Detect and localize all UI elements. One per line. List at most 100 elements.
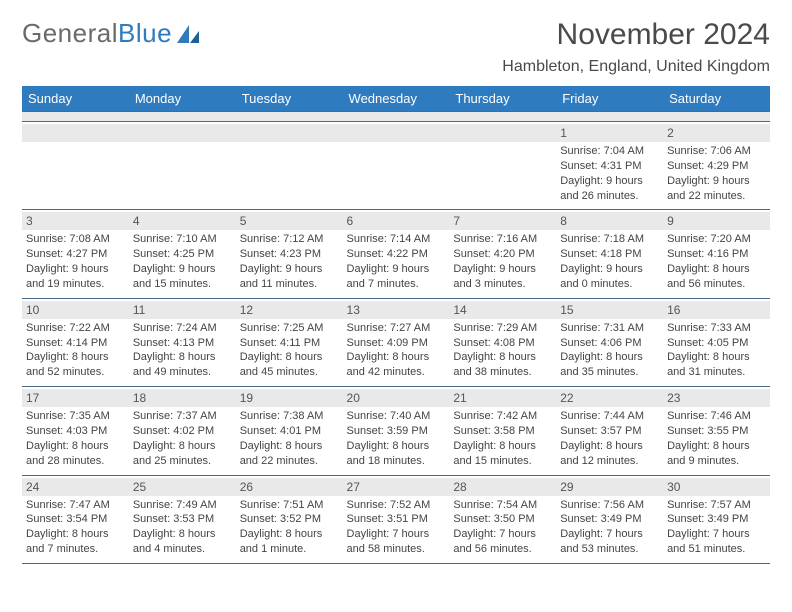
sunrise-text: Sunrise: 7:54 AM <box>453 498 552 513</box>
calendar-cell: 25 Sunrise: 7:49 AMSunset: 3:53 PMDayligh… <box>129 475 236 563</box>
daylight2-text: and 31 minutes. <box>667 365 766 380</box>
sunset-text: Sunset: 4:05 PM <box>667 336 766 351</box>
daylight1-text: Daylight: 9 hours <box>453 262 552 277</box>
day-number: 13 <box>343 301 450 319</box>
sunset-text: Sunset: 3:49 PM <box>667 512 766 527</box>
day-number: 28 <box>449 478 556 496</box>
sunrise-text: Sunrise: 7:52 AM <box>347 498 446 513</box>
sunset-text: Sunset: 4:11 PM <box>240 336 339 351</box>
weekday-header: Monday <box>129 86 236 112</box>
sunrise-text: Sunrise: 7:33 AM <box>667 321 766 336</box>
day-info: Sunrise: 7:33 AMSunset: 4:05 PMDaylight:… <box>667 321 766 380</box>
sunset-text: Sunset: 4:31 PM <box>560 159 659 174</box>
daylight2-text: and 9 minutes. <box>667 454 766 469</box>
sunrise-text: Sunrise: 7:35 AM <box>26 409 125 424</box>
sunset-text: Sunset: 3:52 PM <box>240 512 339 527</box>
sunrise-text: Sunrise: 7:08 AM <box>26 232 125 247</box>
sunset-text: Sunset: 4:22 PM <box>347 247 446 262</box>
daylight1-text: Daylight: 7 hours <box>453 527 552 542</box>
calendar-cell <box>449 122 556 210</box>
calendar-cell: 8Sunrise: 7:18 AMSunset: 4:18 PMDaylight… <box>556 210 663 298</box>
sunrise-text: Sunrise: 7:14 AM <box>347 232 446 247</box>
day-number: 11 <box>129 301 236 319</box>
day-number: 30 <box>663 478 770 496</box>
calendar-cell: 6Sunrise: 7:14 AMSunset: 4:22 PMDaylight… <box>343 210 450 298</box>
daylight2-text: and 53 minutes. <box>560 542 659 557</box>
day-number: 25 <box>129 478 236 496</box>
daylight1-text: Daylight: 7 hours <box>347 527 446 542</box>
day-info: Sunrise: 7:57 AMSunset: 3:49 PMDaylight:… <box>667 498 766 557</box>
daylight2-text: and 56 minutes. <box>667 277 766 292</box>
day-info: Sunrise: 7:46 AMSunset: 3:55 PMDaylight:… <box>667 409 766 468</box>
calendar-table: Sunday Monday Tuesday Wednesday Thursday… <box>22 86 770 563</box>
calendar-cell: 15Sunrise: 7:31 AMSunset: 4:06 PMDayligh… <box>556 298 663 386</box>
day-info: Sunrise: 7:20 AMSunset: 4:16 PMDaylight:… <box>667 232 766 291</box>
sunset-text: Sunset: 4:14 PM <box>26 336 125 351</box>
sunrise-text: Sunrise: 7:18 AM <box>560 232 659 247</box>
calendar-cell: 20Sunrise: 7:40 AMSunset: 3:59 PMDayligh… <box>343 387 450 475</box>
sunset-text: Sunset: 4:01 PM <box>240 424 339 439</box>
daylight2-text: and 52 minutes. <box>26 365 125 380</box>
daylight2-text: and 22 minutes. <box>240 454 339 469</box>
daylight2-text: and 7 minutes. <box>347 277 446 292</box>
bottom-rule <box>22 563 770 564</box>
calendar-cell: 14Sunrise: 7:29 AMSunset: 4:08 PMDayligh… <box>449 298 556 386</box>
daylight2-text: and 58 minutes. <box>347 542 446 557</box>
day-info: Sunrise: 7:22 AMSunset: 4:14 PMDaylight:… <box>26 321 125 380</box>
sunset-text: Sunset: 3:53 PM <box>133 512 232 527</box>
sunset-text: Sunset: 3:49 PM <box>560 512 659 527</box>
daylight1-text: Daylight: 8 hours <box>133 527 232 542</box>
day-info: Sunrise: 7:24 AMSunset: 4:13 PMDaylight:… <box>133 321 232 380</box>
day-number: 7 <box>449 212 556 230</box>
day-number: 5 <box>236 212 343 230</box>
calendar-week-row: 24Sunrise: 7:47 AMSunset: 3:54 PMDayligh… <box>22 475 770 563</box>
sunrise-text: Sunrise: 7:22 AM <box>26 321 125 336</box>
day-number: 3 <box>22 212 129 230</box>
sunrise-text: Sunrise: 7:20 AM <box>667 232 766 247</box>
sunset-text: Sunset: 4:29 PM <box>667 159 766 174</box>
daylight1-text: Daylight: 9 hours <box>667 174 766 189</box>
daylight2-text: and 38 minutes. <box>453 365 552 380</box>
sunrise-text: Sunrise: 7:12 AM <box>240 232 339 247</box>
calendar-cell: 12Sunrise: 7:25 AMSunset: 4:11 PMDayligh… <box>236 298 343 386</box>
sunrise-text: Sunrise: 7:06 AM <box>667 144 766 159</box>
logo-sail-icon <box>175 23 201 45</box>
sunrise-text: Sunrise: 7:04 AM <box>560 144 659 159</box>
daylight1-text: Daylight: 8 hours <box>26 350 125 365</box>
day-number: 12 <box>236 301 343 319</box>
sunset-text: Sunset: 4:18 PM <box>560 247 659 262</box>
sunset-text: Sunset: 4:23 PM <box>240 247 339 262</box>
day-info: Sunrise: 7:06 AMSunset: 4:29 PMDaylight:… <box>667 144 766 203</box>
day-number: 16 <box>663 301 770 319</box>
calendar-cell: 9Sunrise: 7:20 AMSunset: 4:16 PMDaylight… <box>663 210 770 298</box>
calendar-cell: 28Sunrise: 7:54 AMSunset: 3:50 PMDayligh… <box>449 475 556 563</box>
daylight1-text: Daylight: 8 hours <box>240 439 339 454</box>
sunset-text: Sunset: 4:08 PM <box>453 336 552 351</box>
day-info: Sunrise: 7:14 AMSunset: 4:22 PMDaylight:… <box>347 232 446 291</box>
day-info: Sunrise: 7:51 AMSunset: 3:52 PMDaylight:… <box>240 498 339 557</box>
calendar-week-row: 3Sunrise: 7:08 AMSunset: 4:27 PMDaylight… <box>22 210 770 298</box>
sunset-text: Sunset: 4:20 PM <box>453 247 552 262</box>
day-number: 10 <box>22 301 129 319</box>
calendar-cell: 18Sunrise: 7:37 AMSunset: 4:02 PMDayligh… <box>129 387 236 475</box>
day-info: Sunrise: 7:56 AMSunset: 3:49 PMDaylight:… <box>560 498 659 557</box>
daylight1-text: Daylight: 8 hours <box>133 350 232 365</box>
calendar-cell: 17Sunrise: 7:35 AMSunset: 4:03 PMDayligh… <box>22 387 129 475</box>
daylight2-text: and 15 minutes. <box>133 277 232 292</box>
sunrise-text: Sunrise: 7:38 AM <box>240 409 339 424</box>
calendar-cell: 10 Sunrise: 7:22 AMSunset: 4:14 PMDayligh… <box>22 298 129 386</box>
day-info: Sunrise: 7:04 AMSunset: 4:31 PMDaylight:… <box>560 144 659 203</box>
sunset-text: Sunset: 4:25 PM <box>133 247 232 262</box>
daylight1-text: Daylight: 8 hours <box>26 527 125 542</box>
day-number: 8 <box>556 212 663 230</box>
calendar-cell: 27Sunrise: 7:52 AMSunset: 3:51 PMDayligh… <box>343 475 450 563</box>
daylight1-text: Daylight: 8 hours <box>667 262 766 277</box>
sunrise-text: Sunrise: 7:24 AM <box>133 321 232 336</box>
daylight2-text: and 35 minutes. <box>560 365 659 380</box>
sunrise-text: Sunrise: 7:49 AM <box>133 498 232 513</box>
day-number: 14 <box>449 301 556 319</box>
daylight2-text: and 1 minute. <box>240 542 339 557</box>
calendar-cell: 22Sunrise: 7:44 AMSunset: 3:57 PMDayligh… <box>556 387 663 475</box>
daylight1-text: Daylight: 8 hours <box>667 439 766 454</box>
sunrise-text: Sunrise: 7:29 AM <box>453 321 552 336</box>
